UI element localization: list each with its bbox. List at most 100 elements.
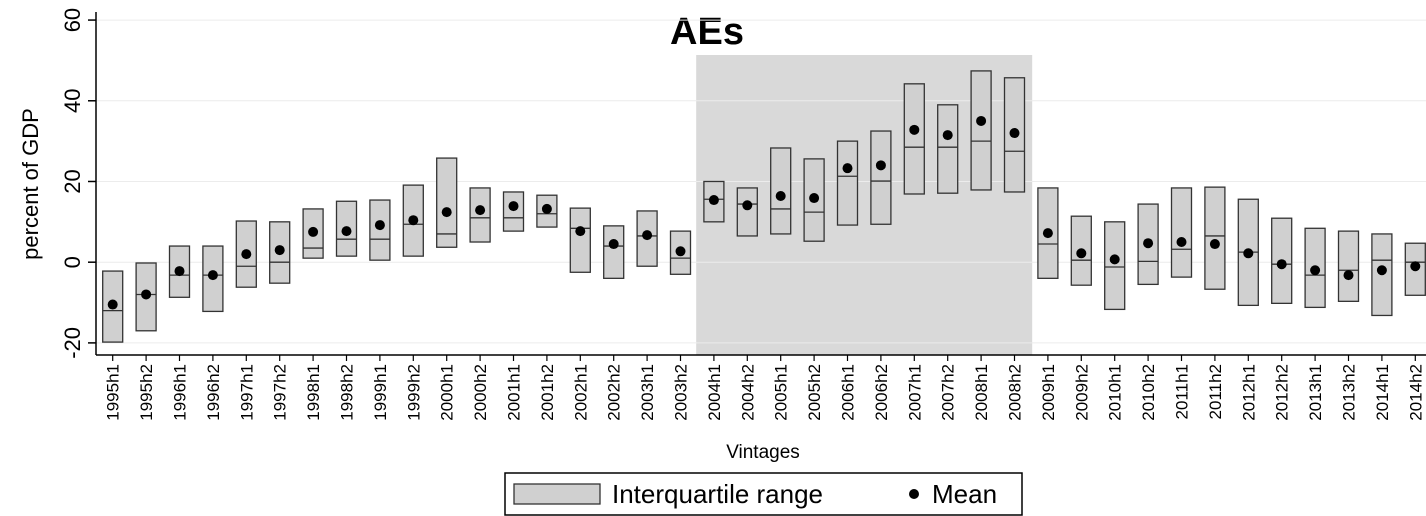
mean-dot [141, 289, 152, 300]
x-tick-label: 2014h1 [1373, 364, 1392, 421]
mean-dot [675, 246, 686, 257]
mean-dot [842, 163, 853, 174]
iqr-box [870, 130, 892, 225]
x-tick-label: 2007h1 [905, 364, 924, 421]
x-tick-label: 2004h1 [705, 364, 724, 421]
mean-dot [308, 226, 319, 237]
mean-dot [642, 230, 653, 241]
x-tick-label: 2014h2 [1406, 364, 1425, 421]
mean-dot [207, 270, 218, 281]
x-tick-label: 2013h1 [1306, 364, 1325, 421]
mean-dot [107, 299, 118, 310]
x-tick-label: 2012h1 [1239, 364, 1258, 421]
mean-dot [274, 245, 285, 256]
mean-dot [475, 205, 486, 216]
iqr-box [970, 70, 992, 191]
x-tick-label: 2008h2 [1006, 364, 1025, 421]
mean-dot [1209, 239, 1220, 250]
x-tick-label: 2003h2 [672, 364, 691, 421]
x-tick-label: 1995h2 [137, 364, 156, 421]
y-tick-label: 20 [60, 169, 85, 193]
x-tick-label: 2002h2 [605, 364, 624, 421]
legend: Interquartile range Mean [504, 472, 1023, 516]
iqr-box [836, 140, 859, 226]
iqr-box [1204, 186, 1226, 290]
y-tick-label: 60 [60, 8, 85, 32]
mean-dot [1076, 248, 1087, 259]
x-tick-label: 2003h1 [638, 364, 657, 421]
mean-dot [1109, 254, 1120, 265]
mean-dot [1376, 265, 1387, 276]
x-tick-label: 2005h2 [805, 364, 824, 421]
mean-dot [1276, 259, 1287, 270]
mean-dot [1042, 228, 1053, 239]
mean-dot [575, 226, 586, 237]
iqr-box [1104, 221, 1126, 311]
mean-dot [1176, 237, 1187, 248]
mean-dot [1310, 265, 1321, 276]
x-tick-label: 1995h1 [104, 364, 123, 421]
mean-dot [508, 201, 519, 212]
mean-dot [1009, 128, 1020, 139]
iqr-box [736, 187, 758, 237]
iqr-box [502, 191, 525, 232]
x-tick-label: 2006h1 [839, 364, 858, 421]
mean-dot [909, 124, 920, 135]
y-tick-label: 0 [60, 256, 85, 268]
legend-swatch [513, 483, 601, 505]
mean-dot [408, 215, 419, 226]
mean-dot [608, 239, 619, 250]
mean-dot [809, 193, 820, 204]
mean-dot [942, 130, 953, 141]
x-tick-label: 1997h1 [237, 364, 256, 421]
mean-dot [976, 115, 987, 126]
iqr-box [770, 147, 792, 235]
x-tick-label: 2009h2 [1072, 364, 1091, 421]
mean-dot [541, 203, 552, 214]
chart-title: AEs [670, 11, 744, 53]
mean-dot [1243, 248, 1254, 259]
x-tick-label: 1998h1 [304, 364, 323, 421]
y-tick-label: 40 [60, 89, 85, 113]
x-tick-label: 2011h1 [1173, 364, 1192, 419]
x-tick-label: 2012h2 [1273, 364, 1292, 421]
legend-label: Interquartile range [612, 479, 823, 509]
x-tick-label: 1996h2 [204, 364, 223, 421]
x-tick-label: 2000h2 [471, 364, 490, 421]
mean-dot [174, 266, 185, 277]
mean-dot [441, 207, 452, 218]
mean-dot [775, 191, 786, 202]
mean-dot [875, 160, 886, 171]
x-tick-label: 1998h2 [338, 364, 357, 421]
iqr-box [1170, 187, 1193, 278]
x-tick-label: 2001h1 [505, 364, 524, 421]
iqr-box [369, 199, 391, 261]
mean-dot [1410, 261, 1421, 272]
x-tick-label: 1999h2 [404, 364, 423, 421]
x-tick-label: 2007h2 [939, 364, 958, 421]
x-tick-label: 2009h1 [1039, 364, 1058, 421]
iqr-box [903, 83, 925, 195]
mean-dot [1143, 238, 1154, 249]
legend-label: Mean [932, 479, 997, 509]
x-tick-label: 1999h1 [371, 364, 390, 421]
iqr-box [937, 104, 959, 194]
x-tick-label: 1996h1 [171, 364, 190, 421]
mean-dot [1343, 270, 1354, 281]
iqr-box [603, 225, 625, 279]
x-tick-label: 2013h2 [1340, 364, 1359, 421]
x-tick-label: 1997h2 [271, 364, 290, 421]
x-tick-label: 2005h1 [772, 364, 791, 421]
x-tick-label: 2008h1 [972, 364, 991, 421]
x-tick-label: 2010h2 [1139, 364, 1158, 421]
iqr-box [436, 157, 458, 248]
iqr-box [569, 207, 591, 273]
x-tick-label: 2001h2 [538, 364, 557, 421]
y-tick-label: -20 [60, 327, 85, 359]
x-tick-label: 2002h1 [571, 364, 590, 421]
x-tick-label: 2000h1 [438, 364, 457, 421]
x-axis-label: Vintages [726, 442, 800, 463]
mean-dot [742, 200, 753, 211]
x-tick-label: 2006h2 [872, 364, 891, 421]
